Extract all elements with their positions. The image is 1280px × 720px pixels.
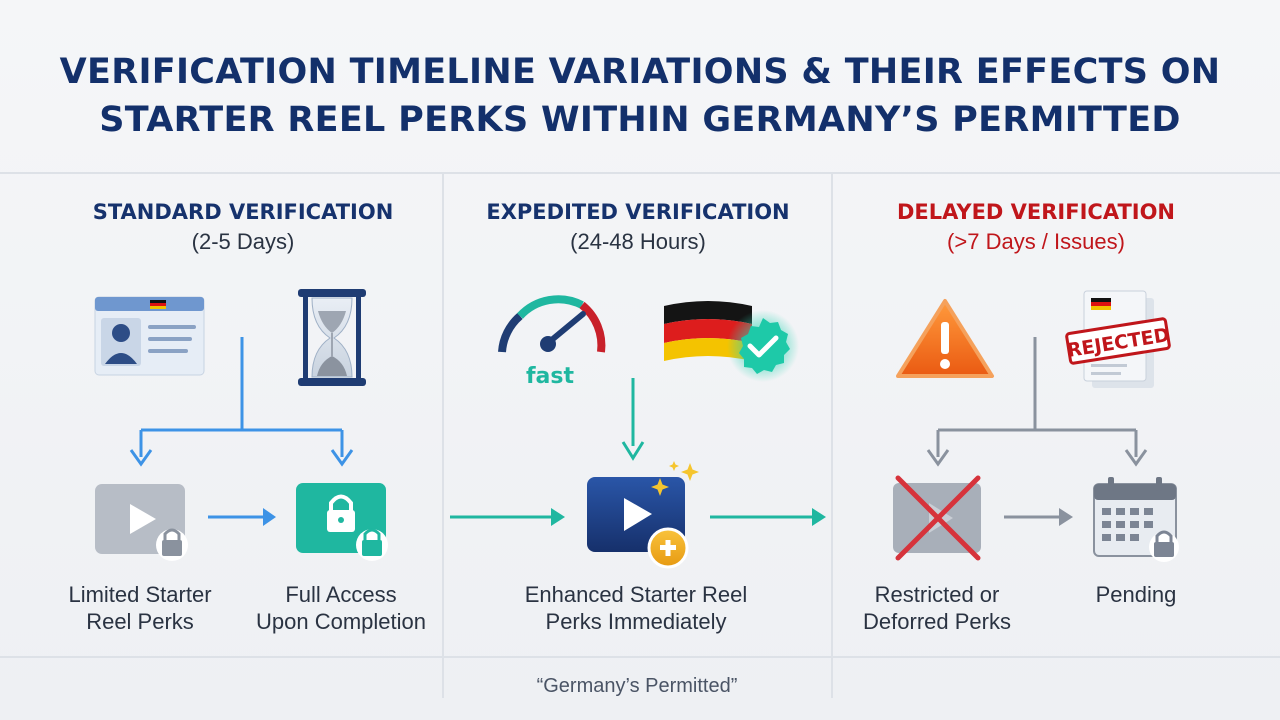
id-card-icon (94, 296, 205, 376)
delayed-duration: (>7 Days / Issues) (947, 229, 1125, 254)
calendar-lock-icon (1093, 477, 1179, 562)
speedometer-icon (498, 295, 606, 353)
standard-duration: (2-5 Days) (191, 229, 295, 254)
caption-enhanced-perks: Enhanced Starter Reel Perks Immediately (486, 581, 786, 635)
gray-arrowhead-left (926, 449, 950, 467)
caption-limited-line2: Reel Perks (86, 609, 194, 634)
warning-icon (896, 299, 994, 378)
expedited-heading: EXPEDITED VERIFICATION (486, 200, 790, 224)
gauge-label: fast (526, 364, 575, 389)
expedited-down-arrow (621, 378, 645, 461)
enhanced-video-icon (587, 461, 699, 569)
locked-video-icon (95, 484, 188, 561)
delayed-split-arrow (936, 337, 1138, 457)
caption-enhanced-line2: Perks Immediately (545, 609, 727, 634)
hourglass-icon (298, 289, 366, 386)
caption-limited-line1: Limited Starter (68, 582, 212, 607)
caption-restricted-line1: Restricted or (874, 582, 1000, 607)
arrowhead-right (330, 449, 354, 467)
footer-note: “Germany’s Permitted” (536, 675, 738, 697)
caption-restricted-perks: Restricted or Deforred Perks (837, 581, 1037, 635)
delayed-heading: DELAYED VERIFICATION (896, 200, 1176, 224)
title-line-1: VERIFICATION TIMELINE VARIATIONS & THEIR… (59, 52, 1221, 92)
expedited-duration: (24-48 Hours) (570, 229, 706, 254)
caption-full-line1: Full Access (285, 582, 397, 607)
top-divider (0, 172, 1280, 174)
caption-pending: Pending (1095, 582, 1177, 607)
crossed-video-icon (893, 475, 981, 561)
unlocked-teal-icon (296, 483, 388, 561)
bottom-divider (0, 656, 1280, 658)
standard-progress-arrow (208, 508, 276, 526)
page-title: VERIFICATION TIMELINE VARIATIONS & THEIR… (0, 48, 1280, 144)
germany-flag-check-icon (664, 301, 799, 382)
arrow-expedited-to-delayed (710, 508, 826, 526)
gray-arrowhead-right (1124, 449, 1148, 467)
standard-split-arrow (139, 337, 344, 457)
arrowhead-left (129, 449, 153, 467)
delayed-progress-arrow (1004, 508, 1073, 526)
caption-enhanced-line1: Enhanced Starter Reel (524, 582, 748, 607)
caption-restricted-line2: Deforred Perks (863, 609, 1011, 634)
caption-full-access: Full Access Upon Completion (240, 581, 442, 635)
column-divider-2 (831, 174, 833, 698)
standard-heading: STANDARD VERIFICATION (92, 200, 394, 224)
title-line-2: STARTER REEL PERKS WITHIN GERMANY’S PERM… (99, 100, 1181, 140)
rejected-document-icon: REJECTED (1065, 290, 1171, 388)
arrow-standard-to-expedited (450, 508, 565, 526)
caption-limited-perks: Limited Starter Reel Perks (40, 581, 240, 635)
column-divider-1 (442, 174, 444, 698)
caption-full-line2: Upon Completion (256, 609, 426, 634)
